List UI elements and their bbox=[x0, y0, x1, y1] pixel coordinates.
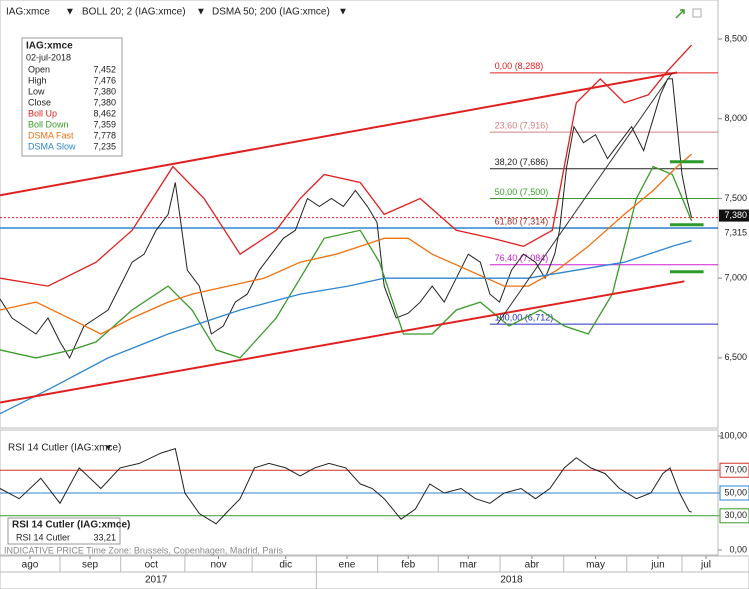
y-tick-label: 7,000 bbox=[724, 273, 747, 283]
info-label: Boll Up bbox=[28, 108, 57, 118]
fib-label: 23,60 (7,916) bbox=[495, 121, 549, 131]
y-tick-label: 0,00 bbox=[729, 544, 747, 554]
info-label: Close bbox=[28, 97, 51, 107]
x-tick-label: mar bbox=[460, 560, 478, 571]
fib-label: 0,00 (8,288) bbox=[495, 61, 544, 71]
rsi-box-frame bbox=[7, 517, 121, 545]
info-value: 7,359 bbox=[93, 119, 116, 129]
fib-label: 76,40 (7,084) bbox=[495, 253, 549, 263]
price-tag bbox=[719, 226, 749, 239]
price-tag-label: 7,380 bbox=[724, 210, 747, 220]
series-line bbox=[0, 78, 693, 359]
year-label: 2018 bbox=[500, 575, 523, 586]
rsi-panel bbox=[0, 429, 719, 556]
y-tick-label: 8,000 bbox=[724, 113, 747, 123]
tick-tag bbox=[719, 485, 749, 501]
info-box-frame bbox=[21, 37, 123, 157]
info-value: 7,380 bbox=[93, 97, 116, 107]
x-tick-label: sep bbox=[82, 560, 99, 571]
symbol-menu[interactable]: IAG:xmce bbox=[6, 7, 50, 18]
x-tick-label: jun bbox=[650, 560, 664, 571]
x-tick-label: may bbox=[586, 560, 605, 571]
info-value: 7,452 bbox=[93, 64, 116, 74]
x-tick-label: dic bbox=[279, 560, 292, 571]
fib-label: 61,80 (7,314) bbox=[495, 216, 549, 226]
y-tick-label: 8,500 bbox=[724, 33, 747, 43]
rsi-box-title: RSI 14 Cutler (IAG:xmce) bbox=[12, 520, 130, 531]
info-value: 8,462 bbox=[93, 108, 116, 118]
info-label: Open bbox=[28, 64, 50, 74]
price-tag bbox=[719, 209, 749, 222]
info-value: 7,235 bbox=[93, 141, 116, 151]
info-title: IAG:xmce bbox=[26, 41, 73, 52]
x-tick-label: feb bbox=[401, 560, 415, 571]
trendline bbox=[0, 280, 685, 404]
dsma-menu[interactable]: DSMA 50; 200 (IAG:xmce) bbox=[212, 7, 330, 18]
info-date: 02-jul-2018 bbox=[26, 52, 71, 62]
info-label: High bbox=[28, 75, 47, 85]
series-line bbox=[0, 165, 693, 359]
info-value: 7,380 bbox=[93, 86, 116, 96]
info-label: DSMA Slow bbox=[28, 141, 76, 151]
x-tick-label: ago bbox=[22, 560, 39, 571]
y-tick-label: 100,00 bbox=[719, 430, 747, 440]
dropdown-arrow[interactable]: ▼ bbox=[196, 7, 206, 18]
year-label: 2017 bbox=[145, 575, 168, 586]
tick-tag bbox=[719, 462, 749, 478]
y-tick-label: 50,00 bbox=[724, 487, 747, 497]
fib-label: 38,20 (7,686) bbox=[495, 157, 549, 167]
price-tag-label: 7,315 bbox=[724, 227, 747, 237]
trendline bbox=[496, 72, 673, 325]
info-box: IAG:xmce 02-jul-2018 Open 7,452 High 7,476 L… bbox=[21, 37, 123, 157]
rsi-box-value: 33,21 bbox=[93, 532, 116, 542]
x-tick-label: abr bbox=[525, 560, 540, 571]
rsi-box: RSI 14 Cutler (IAG:xmce) RSI 14 Cutler 3… bbox=[7, 517, 130, 545]
y-tick-label: 30,00 bbox=[724, 510, 747, 520]
dropdown-arrow[interactable]: ▼ bbox=[104, 442, 113, 452]
info-label: Low bbox=[28, 86, 45, 96]
tick-tag bbox=[719, 508, 749, 524]
info-value: 7,778 bbox=[93, 130, 116, 140]
series-line bbox=[0, 44, 693, 287]
rsi-panel-title[interactable]: RSI 14 Cutler (IAG:xmce) bbox=[8, 443, 121, 454]
x-tick-label: jul bbox=[700, 560, 711, 571]
dropdown-arrow[interactable]: ▼ bbox=[338, 7, 348, 18]
expand-icon[interactable] bbox=[675, 9, 685, 19]
y-tick-label: 6,500 bbox=[724, 352, 747, 362]
series-line bbox=[0, 240, 692, 415]
x-tick-label: nov bbox=[210, 560, 226, 571]
fib-label: 100,00 (6,712) bbox=[495, 312, 554, 322]
toolbar: IAG:xmce ▼ BOLL 20; 2 (IAG:xmce) ▼ DSMA … bbox=[6, 7, 702, 19]
info-value: 7,476 bbox=[93, 75, 116, 85]
series-line bbox=[0, 447, 692, 525]
fib-label: 50,00 (7,500) bbox=[495, 187, 549, 197]
settings-icon[interactable] bbox=[692, 8, 702, 18]
y-tick-label: 7,500 bbox=[724, 193, 747, 203]
info-label: Boll Down bbox=[28, 119, 69, 129]
trendline bbox=[0, 71, 678, 197]
info-label: DSMA Fast bbox=[28, 130, 74, 140]
footer: INDICATIVE PRICE Time Zone: Brussels, Co… bbox=[4, 545, 283, 555]
x-tick-label: ene bbox=[339, 560, 356, 571]
dropdown-arrow[interactable]: ▼ bbox=[65, 7, 75, 18]
boll-menu[interactable]: BOLL 20; 2 (IAG:xmce) bbox=[82, 7, 186, 18]
x-tick-label: oct bbox=[145, 560, 159, 571]
y-tick-label: 70,00 bbox=[724, 465, 747, 475]
rsi-box-label: RSI 14 Cutler bbox=[16, 532, 70, 542]
series-line bbox=[0, 153, 693, 335]
